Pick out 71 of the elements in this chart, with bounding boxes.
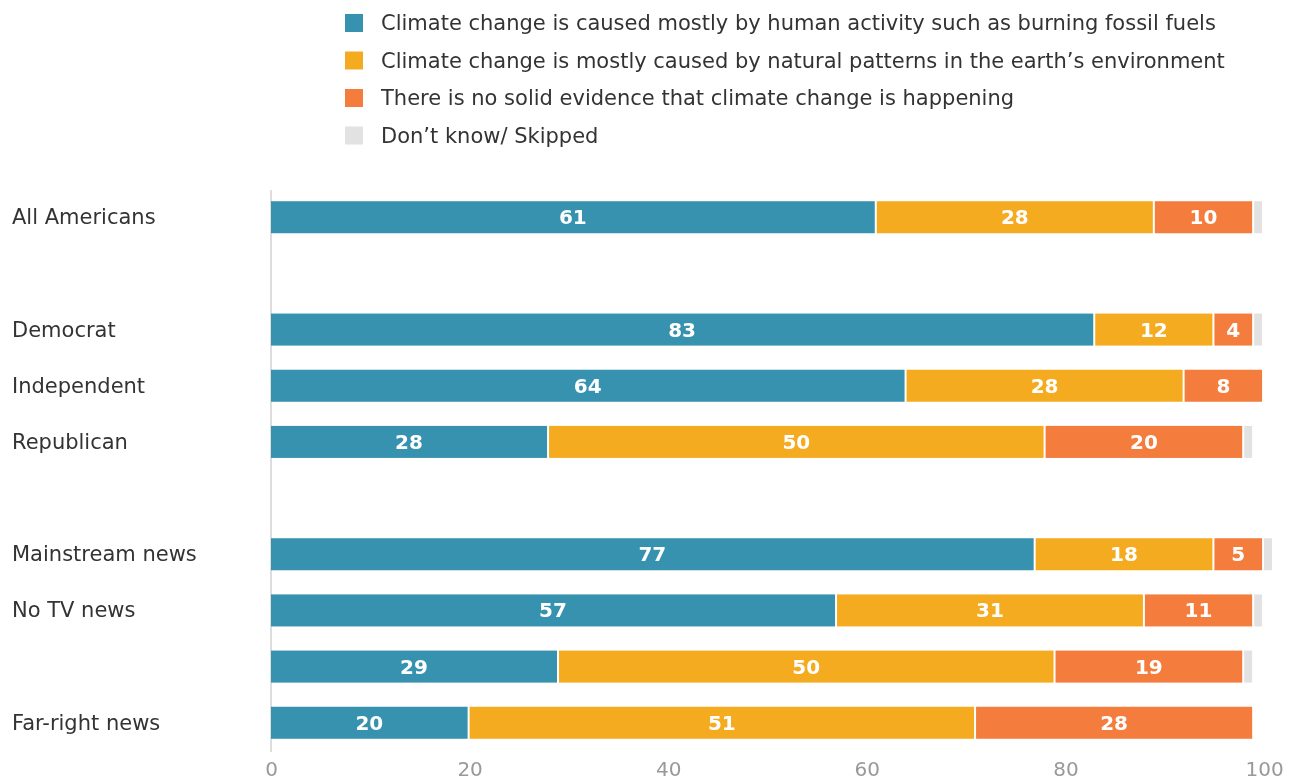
data-label: 28 <box>1030 373 1059 398</box>
bar <box>271 369 905 402</box>
x-tick-label: 60 <box>854 757 881 782</box>
data-label: 18 <box>1110 542 1138 567</box>
legend-label: There is no solid evidence that climate change is happening <box>380 86 1015 110</box>
x-tick-label: 80 <box>1053 757 1079 782</box>
data-label: 5 <box>1231 542 1246 567</box>
bar <box>1144 594 1253 627</box>
bar <box>1055 650 1243 683</box>
bar <box>1214 538 1263 571</box>
bar <box>1254 313 1263 346</box>
x-tick-label: 20 <box>457 757 483 782</box>
y-tick-label: Democrat <box>12 317 116 342</box>
legend-label: Climate change is mostly caused by natural patterns in the earth’s environment <box>381 48 1225 73</box>
bar <box>1254 201 1263 234</box>
bar <box>1184 369 1263 402</box>
data-label: 51 <box>707 710 736 735</box>
data-label: 20 <box>1129 429 1158 454</box>
x-tick-label: 100 <box>1245 757 1284 782</box>
data-label: 29 <box>400 654 428 679</box>
data-label: 28 <box>1100 710 1129 735</box>
data-label: 8 <box>1216 373 1231 398</box>
y-tick-label: Far-right news <box>12 710 161 735</box>
y-tick-label: No TV news <box>12 598 136 623</box>
data-label: 19 <box>1134 654 1163 679</box>
x-tick-label: 40 <box>656 757 682 782</box>
data-label: 10 <box>1189 205 1218 230</box>
bar <box>271 706 468 739</box>
data-label: 31 <box>976 598 1004 623</box>
bar <box>271 201 875 234</box>
data-label: 61 <box>558 205 587 230</box>
data-label: 50 <box>792 654 821 679</box>
data-label: 11 <box>1184 598 1213 623</box>
legend-label: Climate change is caused mostly by human activity such as burning fossil fuels <box>381 11 1216 35</box>
y-tick-label: Independent <box>12 373 146 398</box>
bar <box>1045 425 1243 458</box>
bar <box>1244 650 1253 683</box>
y-tick-label: All Americans <box>12 205 156 230</box>
legend-label: Don’t know/ Skipped <box>381 123 599 148</box>
bar <box>271 425 548 458</box>
bar <box>1035 538 1213 571</box>
bar <box>271 650 557 683</box>
x-tick-label: 0 <box>265 757 278 782</box>
bar <box>558 650 1054 683</box>
data-label: 28 <box>1000 205 1029 230</box>
bar <box>469 706 975 739</box>
bar <box>1214 313 1253 346</box>
bar <box>271 538 1034 571</box>
data-label: 83 <box>668 317 697 342</box>
bar <box>876 201 1153 234</box>
data-label: 64 <box>573 373 602 398</box>
bar <box>1244 425 1253 458</box>
data-label: 28 <box>395 429 423 454</box>
bar <box>837 594 1143 627</box>
bar <box>1254 594 1263 627</box>
data-label: 12 <box>1139 317 1168 342</box>
bar <box>1264 538 1272 571</box>
data-label: 50 <box>782 429 811 454</box>
bar <box>1154 201 1253 234</box>
data-label: 4 <box>1226 317 1241 342</box>
bar <box>1095 313 1213 346</box>
bar <box>271 594 836 627</box>
y-tick-label: Mainstream news <box>12 542 197 567</box>
bar <box>976 706 1253 739</box>
data-label: 77 <box>638 542 667 567</box>
bar <box>271 313 1094 346</box>
bar <box>906 369 1183 402</box>
y-tick-label: Republican <box>12 429 128 454</box>
data-label: 57 <box>539 598 567 623</box>
data-label: 20 <box>355 710 384 735</box>
bar <box>549 425 1044 458</box>
